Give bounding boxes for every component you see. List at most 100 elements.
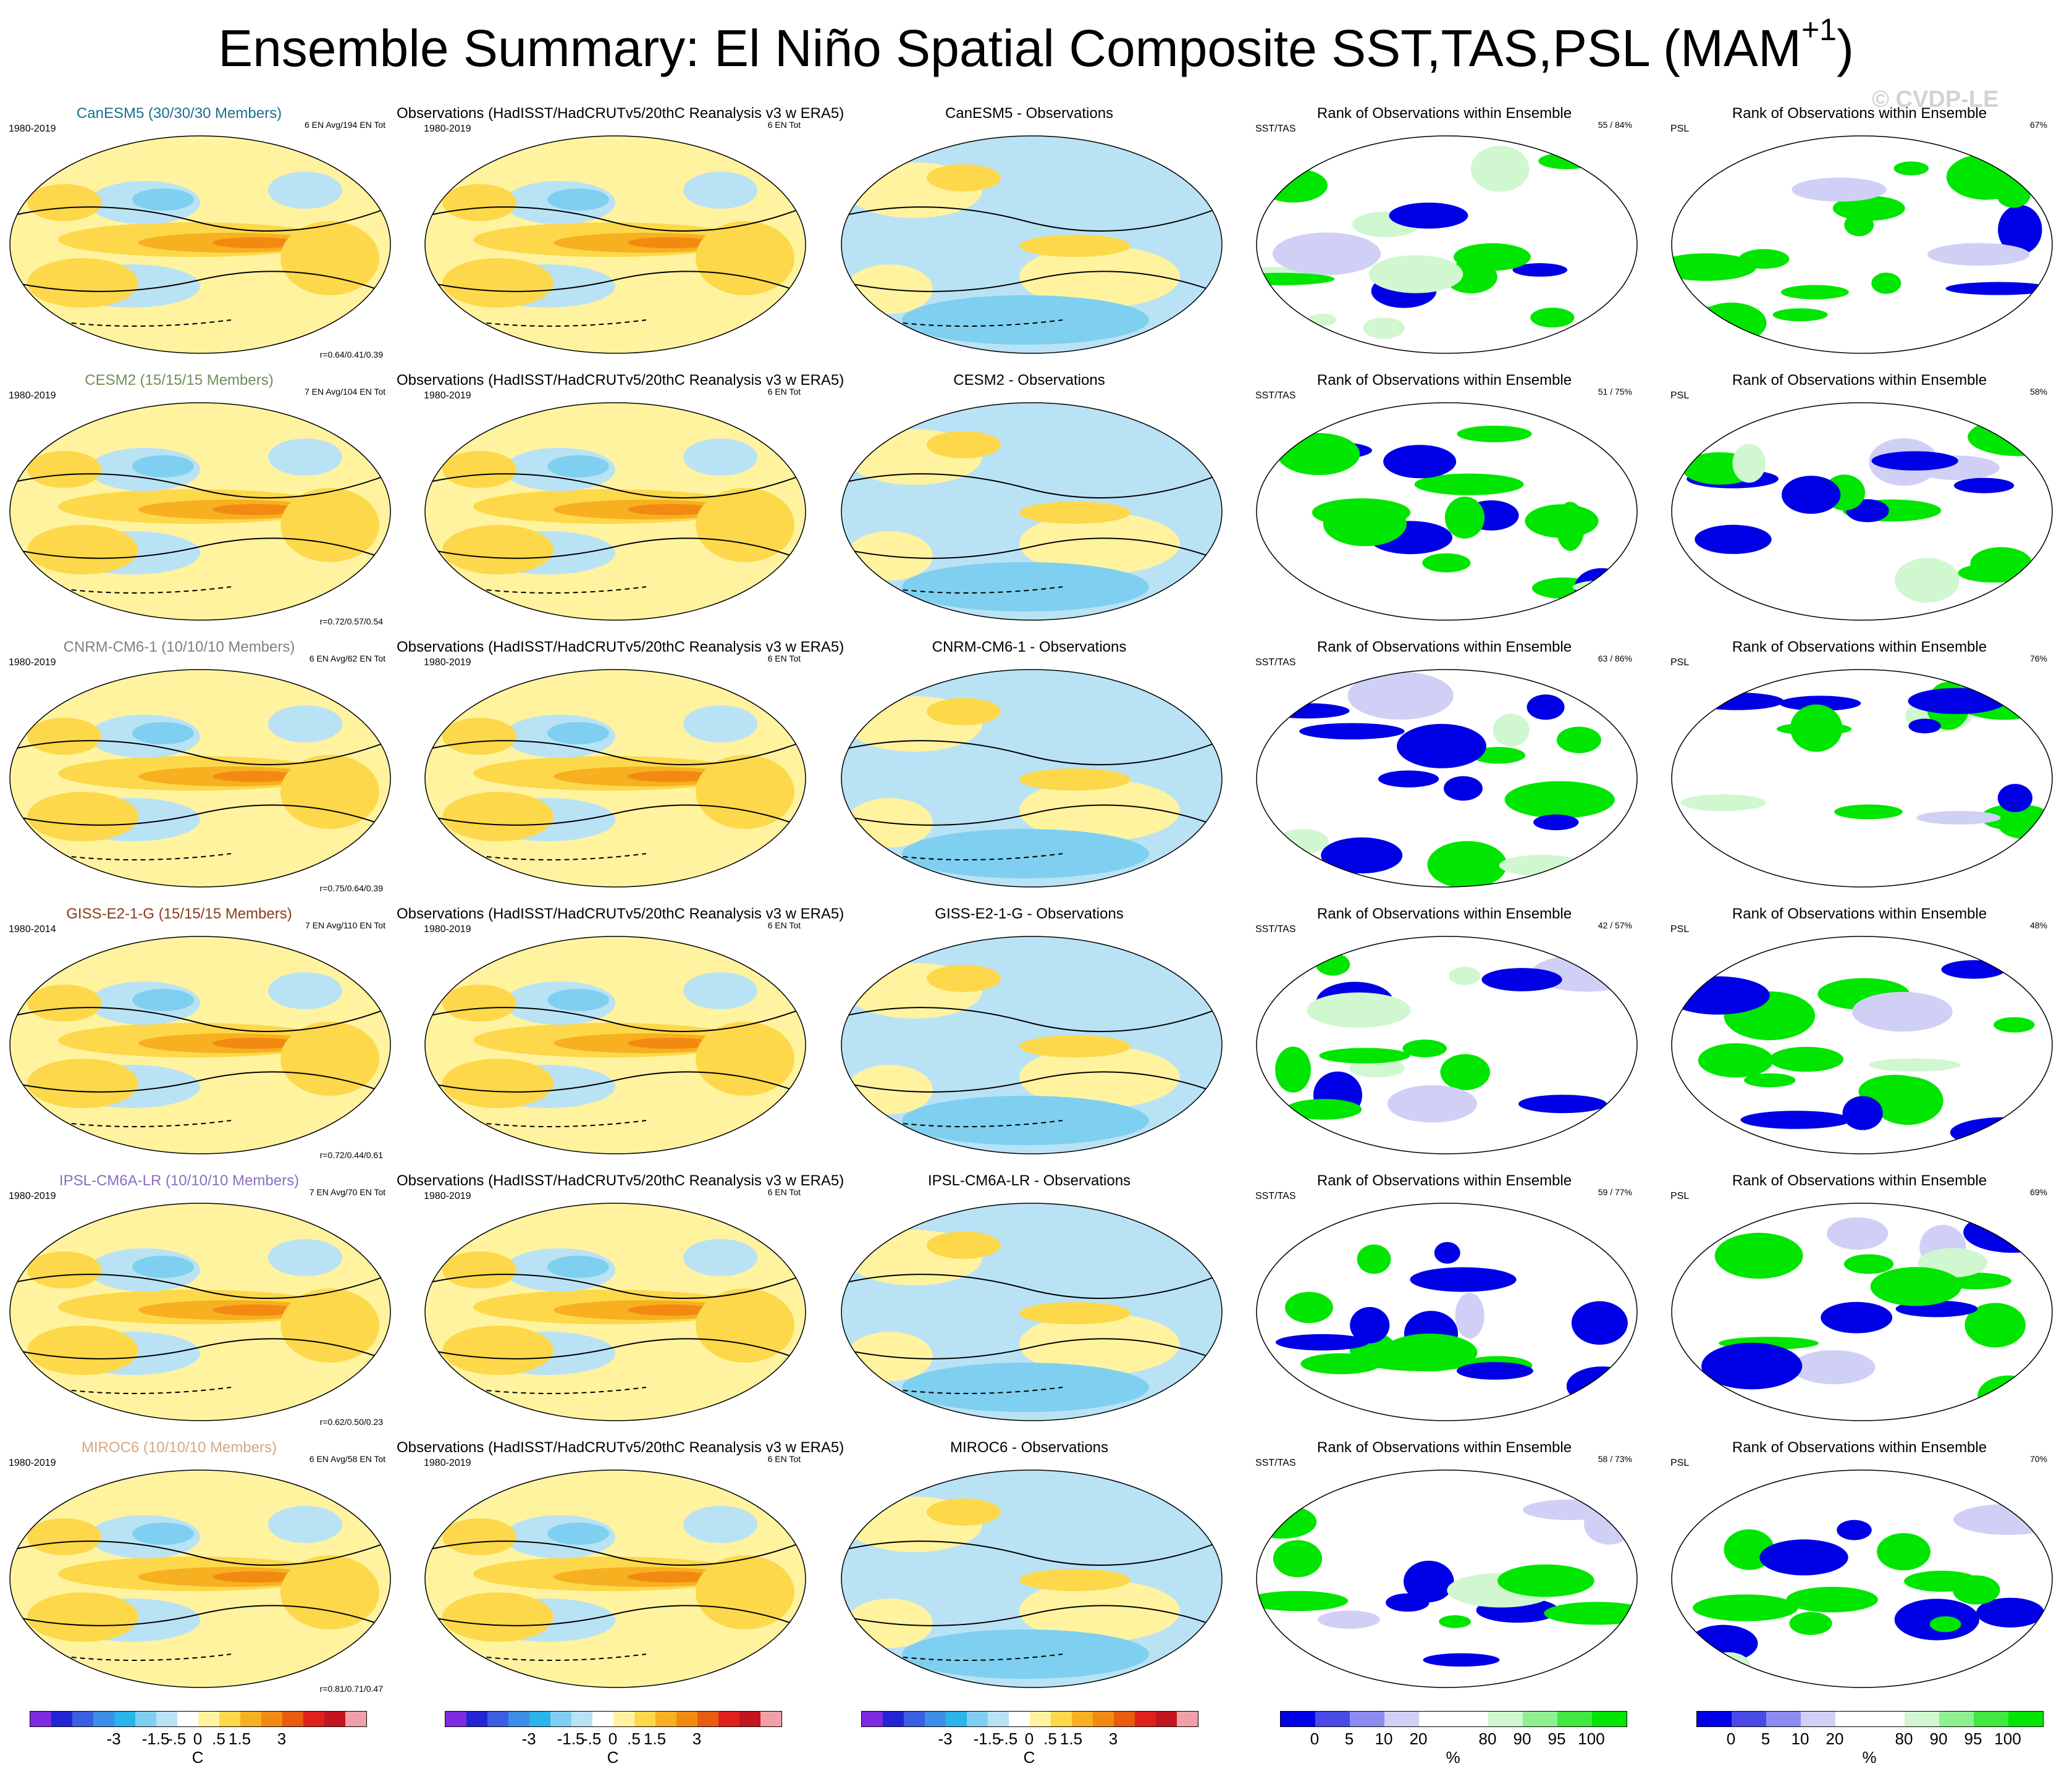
period-label: 1980-2019 [424, 124, 471, 134]
rank-region [1308, 313, 1336, 326]
anomaly-region [628, 771, 714, 782]
model-title: IPSL-CM6A-LR (10/10/10 Members) [59, 1172, 300, 1189]
colorbar-tick-label: -.5 [167, 1729, 187, 1748]
temperature-map [424, 936, 806, 1154]
colorbar-unit: % [1862, 1748, 1877, 1767]
contour-line [846, 1540, 1218, 1566]
anomaly-region [132, 455, 194, 477]
panel-giss-e2-1-g-col3: GISS-E2-1-G - Observations [832, 906, 1227, 1165]
colorbar-tick-label: 80 [1478, 1729, 1497, 1748]
contour-line [429, 271, 801, 293]
contour-line [14, 740, 386, 765]
anomaly-region [902, 1629, 1149, 1679]
contour-line [877, 319, 1063, 327]
rank-percent: 70% [2029, 1454, 2047, 1464]
panel-miroc6-col3: MIROC6 - Observations [832, 1439, 1227, 1699]
panel-cesm2-col2: Observations (HadISST/HadCRUTv5/20thC Re… [397, 372, 844, 631]
colorbar-unit: % [1446, 1748, 1460, 1767]
rank-region [1792, 177, 1887, 202]
panel-cesm2-col1: CESM2 (15/15/15 Members) 1980-2019 7 EN Av… [0, 372, 395, 631]
colorbar-swatch [1454, 1712, 1488, 1726]
colorbar-swatch [303, 1712, 324, 1726]
panel-giss-e2-1-g-col4: Rank of Observations within Ensemble SST/… [1247, 906, 1642, 1165]
map-outline [9, 402, 391, 621]
colorbar-swatch [1801, 1712, 1835, 1726]
anomaly-region [442, 1326, 554, 1375]
anomaly-region [628, 1571, 714, 1582]
rank-title: Rank of Observations within Ensemble [1316, 1172, 1572, 1189]
rank-region [1504, 781, 1615, 818]
rank-region [1680, 794, 1766, 812]
temperature-map [424, 402, 806, 621]
colorbar-swatch [1905, 1712, 1939, 1726]
pattern-correlation: r=0.72/0.57/0.54 [319, 616, 383, 626]
anomaly-region [27, 525, 138, 574]
model-title: CanESM5 (30/30/30 Members) [76, 105, 282, 122]
rank-region [1257, 272, 1335, 285]
anomaly-region [902, 829, 1149, 878]
rank-map [1256, 1203, 1638, 1421]
anomaly-region [213, 1571, 299, 1582]
panel-canesm5-col2: Observations (HadISST/HadCRUTv5/20thC Re… [397, 105, 844, 364]
rank-region [1672, 976, 1770, 1015]
pattern-correlation: r=0.81/0.71/0.47 [319, 1684, 383, 1694]
anomaly-region [547, 455, 609, 477]
anomaly-region [280, 221, 379, 295]
anomaly-region [927, 1232, 1001, 1259]
colorbar-swatch [1177, 1712, 1198, 1726]
rank-region [1315, 952, 1350, 976]
colorbar-swatch [1135, 1712, 1156, 1726]
map-outline [1671, 1203, 2053, 1421]
ensemble-count: 7 EN Avg/110 EN Tot [305, 920, 385, 930]
colorbar-tick-label: 100 [1578, 1729, 1605, 1748]
difference-title: CNRM-CM6-1 - Observations [932, 639, 1127, 655]
colorbar-swatch [592, 1712, 613, 1726]
rank-region [1877, 1533, 1931, 1571]
rank-region [1994, 1017, 2035, 1033]
panel-ipsl-cm6a-lr-col4: Rank of Observations within Ensemble SST/… [1247, 1172, 1642, 1432]
anomaly-region [696, 1288, 794, 1363]
period-label: 1980-2019 [9, 1458, 56, 1468]
contour-line [460, 1120, 647, 1127]
colorbar-swatch [1488, 1712, 1523, 1726]
rank-region [1871, 272, 1901, 294]
rank-region [1277, 829, 1329, 854]
contour-line [846, 1605, 1218, 1627]
colorbar-swatch [1523, 1712, 1557, 1726]
anomaly-region [268, 972, 342, 1009]
colorbar-swatch [1093, 1712, 1114, 1726]
colorbar-tick-label: 90 [1513, 1729, 1531, 1748]
rank-region [1698, 1043, 1774, 1078]
anomaly-region [1019, 502, 1131, 524]
anomaly-region [683, 439, 757, 476]
contour-line [877, 1120, 1063, 1127]
colorbar-swatch [51, 1712, 72, 1726]
anomaly-region [902, 1096, 1149, 1145]
pattern-correlation: r=0.72/0.44/0.61 [319, 1150, 383, 1160]
panel-miroc6-col2: Observations (HadISST/HadCRUTv5/20thC Re… [397, 1439, 844, 1699]
contour-line [846, 1274, 1218, 1299]
rank-region [1792, 1350, 1876, 1385]
panel-ipsl-cm6a-lr-col2: Observations (HadISST/HadCRUTv5/20thC Re… [397, 1172, 844, 1432]
rank-map [1671, 1469, 2053, 1688]
colorbar-tick-label: 20 [1409, 1729, 1428, 1748]
rank-region [1470, 146, 1530, 192]
rank-variable-label: SST/TAS [1255, 390, 1296, 401]
rank-variable-label: PSL [1670, 1458, 1690, 1468]
contour-line [429, 1274, 801, 1299]
obs-count: 6 EN Tot [767, 120, 801, 130]
anomaly-region [1019, 768, 1131, 791]
colorbar-swatch [1697, 1712, 1732, 1726]
colorbar-unit: C [607, 1748, 619, 1767]
colorbar-tick-label: .5 [1043, 1729, 1057, 1748]
rank-region [1997, 784, 2033, 812]
temperature-map [9, 936, 391, 1154]
contour-line [429, 1071, 801, 1093]
rank-percent: 76% [2029, 654, 2047, 663]
colorbar-tick-label: 90 [1929, 1729, 1948, 1748]
rank-region [1277, 432, 1360, 476]
anomaly-region [132, 1523, 194, 1545]
colorbar-swatch [261, 1712, 282, 1726]
temperature-map [9, 669, 391, 888]
rank-variable-label: PSL [1670, 924, 1690, 935]
